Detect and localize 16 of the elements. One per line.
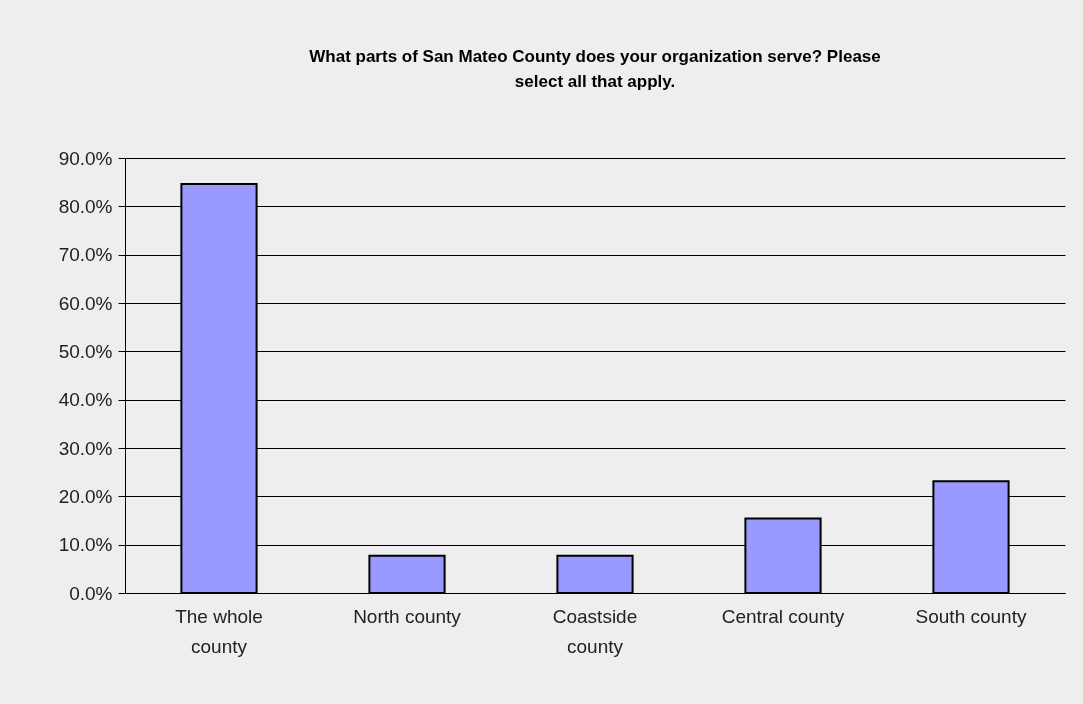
chart-title: What parts of San Mateo County does your organization serve? Please select all that apply.: [309, 47, 881, 91]
y-tick-label: 50.0%: [58, 340, 113, 362]
y-tick-label: 0.0%: [69, 582, 113, 604]
x-tick-label: Central county: [721, 605, 845, 627]
y-tick-label: 40.0%: [58, 389, 113, 411]
x-tick-label: Coastside county: [552, 605, 638, 657]
x-tick-label: North county: [353, 605, 462, 627]
y-tick-label: 80.0%: [58, 195, 113, 217]
y-tick-label: 60.0%: [58, 292, 113, 314]
x-tick-label: South county: [915, 605, 1027, 627]
x-tick-label: The whole county: [175, 605, 263, 657]
y-tick-label: 20.0%: [58, 485, 113, 507]
y-tick-label: 10.0%: [58, 534, 113, 556]
y-tick-label: 90.0%: [58, 147, 113, 169]
y-tick-label: 70.0%: [58, 244, 113, 266]
y-tick-label: 30.0%: [58, 437, 113, 459]
